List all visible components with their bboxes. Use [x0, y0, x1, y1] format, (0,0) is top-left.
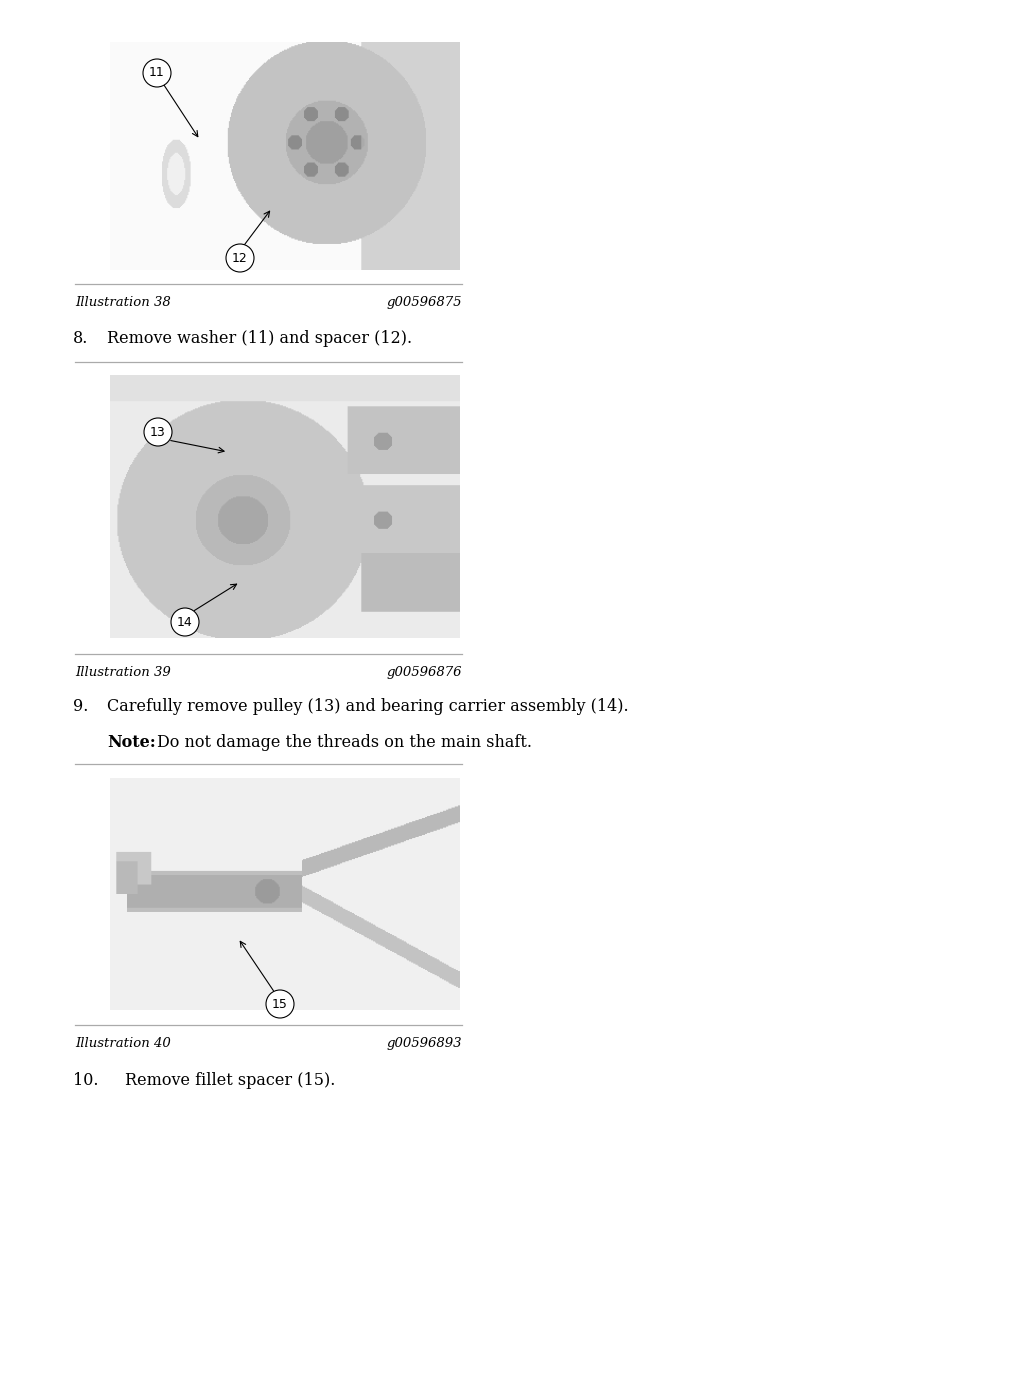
Text: 15: 15 [272, 997, 288, 1011]
Text: g00596875: g00596875 [386, 295, 462, 309]
Text: Illustration 39: Illustration 39 [75, 666, 171, 679]
Text: g00596893: g00596893 [386, 1037, 462, 1050]
Text: Note:: Note: [106, 734, 156, 750]
Text: Remove fillet spacer (15).: Remove fillet spacer (15). [125, 1072, 336, 1089]
Text: Carefully remove pulley (13) and bearing carrier assembly (14).: Carefully remove pulley (13) and bearing… [106, 699, 629, 715]
Text: 13: 13 [151, 426, 166, 438]
Text: 12: 12 [232, 252, 248, 265]
Text: g00596876: g00596876 [386, 666, 462, 679]
Circle shape [266, 990, 294, 1018]
Text: Illustration 40: Illustration 40 [75, 1037, 171, 1050]
Text: 8.: 8. [73, 330, 88, 347]
Text: Illustration 38: Illustration 38 [75, 295, 171, 309]
Text: 14: 14 [177, 616, 193, 629]
Circle shape [226, 244, 254, 272]
Text: 9.: 9. [73, 699, 88, 715]
Circle shape [144, 419, 172, 447]
Text: Remove washer (11) and spacer (12).: Remove washer (11) and spacer (12). [106, 330, 412, 347]
Text: 11: 11 [150, 66, 165, 80]
Circle shape [171, 608, 199, 636]
Circle shape [143, 59, 171, 87]
Text: Do not damage the threads on the main shaft.: Do not damage the threads on the main sh… [157, 734, 532, 750]
Text: 10.: 10. [73, 1072, 98, 1089]
